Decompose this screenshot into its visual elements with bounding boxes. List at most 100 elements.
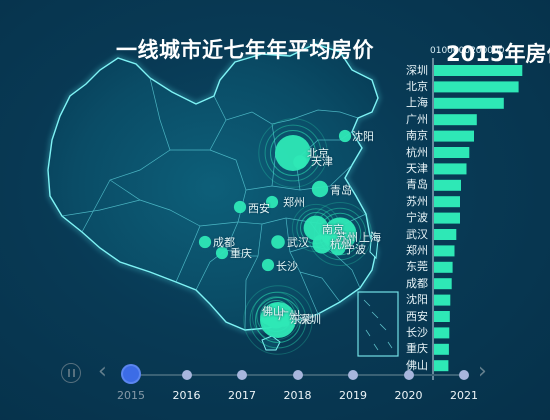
city-label-tianjin: 天津: [311, 155, 333, 168]
bar-1: [434, 81, 519, 93]
timeline-year-label[interactable]: 2016: [172, 389, 201, 402]
timeline-year-label[interactable]: 2021: [450, 389, 478, 402]
city-label-hangzhou: 杭州: [330, 238, 352, 251]
bar-13: [434, 278, 452, 290]
city-label-zhengzhou: 郑州: [283, 196, 305, 209]
bar-9: [434, 212, 460, 224]
bar-chart-title: 2015年房价: [446, 42, 550, 66]
bar-label: 宁波: [406, 211, 428, 225]
bar-label: 武汉: [406, 227, 428, 241]
ripple-ring: [255, 297, 301, 343]
city-label-shenzhen: 深圳: [299, 313, 321, 326]
city-label-shenyang: 沈阳: [352, 130, 374, 143]
city-point-shenyang[interactable]: [338, 129, 352, 143]
ripple-ring: [313, 207, 367, 261]
bar-12: [434, 261, 453, 273]
bar-label: 上海: [406, 96, 428, 110]
ripple-ring: [270, 130, 316, 176]
pause-icon-bar-left: [67, 369, 70, 377]
page-title: 一线城市近七年年平均房价: [116, 38, 374, 62]
city-point-qingdao[interactable]: [311, 180, 329, 198]
bar-label: 长沙: [406, 325, 428, 339]
bar-label: 苏州: [406, 194, 428, 208]
ripple-ring: [264, 124, 322, 182]
bar-label: 杭州: [406, 145, 428, 159]
city-label-dongguan: 东莞: [290, 313, 312, 326]
bar-6: [434, 163, 467, 175]
city-point-tianjin[interactable]: [293, 155, 307, 169]
bar-8: [434, 196, 460, 208]
city-label-changsha: 长沙: [276, 260, 298, 273]
bar-0: [434, 65, 523, 76]
ripple-ring: [308, 202, 372, 266]
city-label-beijing: 北京: [307, 147, 329, 160]
city-point-shenzhen[interactable]: [260, 302, 296, 338]
bar-4: [434, 130, 474, 142]
ripple-ring: [251, 291, 301, 341]
next-year-arrow-icon[interactable]: ›: [478, 359, 487, 384]
timeline-year-label[interactable]: 2020: [394, 389, 423, 402]
city-label-nanjing: 南京: [322, 223, 344, 236]
city-label-qingdao: 青岛: [330, 184, 352, 197]
city-label-shanghai: 上海: [359, 231, 381, 244]
bar-label: 南京: [406, 129, 428, 143]
city-label-ningbo: 宁波: [344, 243, 366, 256]
bar-label: 广州: [406, 112, 428, 126]
city-point-xian[interactable]: [233, 200, 247, 214]
timeline-dot-2021[interactable]: [459, 370, 469, 380]
bar-label: 西安: [406, 309, 428, 323]
bar-label: 重庆: [406, 342, 428, 356]
city-label-chongqing: 重庆: [230, 247, 252, 260]
timeline-dot-2017[interactable]: [237, 370, 247, 380]
bar-11: [434, 245, 455, 257]
bar-15: [434, 311, 450, 322]
bar-7: [434, 179, 461, 191]
city-label-chengdu: 成都: [213, 236, 235, 249]
bar-label: 沈阳: [406, 293, 428, 307]
bar-label: 东莞: [406, 260, 428, 274]
city-label-xian: 西安: [248, 202, 270, 215]
bar-14: [434, 294, 451, 306]
bar-5: [434, 147, 470, 158]
pause-icon-bar-right: [72, 369, 75, 377]
timeline-year-label[interactable]: 2017: [228, 389, 256, 402]
bar-2: [434, 97, 504, 109]
city-point-changsha[interactable]: [261, 258, 275, 272]
bar-10: [434, 229, 457, 240]
bar-3: [434, 114, 477, 126]
bar-label: 深圳: [406, 63, 428, 77]
timeline-dot-2019[interactable]: [348, 370, 358, 380]
ripple-ring: [243, 285, 313, 355]
city-label-wuhan: 武汉: [287, 236, 309, 249]
timeline-year-label[interactable]: 2019: [339, 389, 367, 402]
bar-label: 青岛: [406, 178, 428, 192]
bar-axis-tick-labels: 0100000200000: [430, 46, 505, 56]
city-label-suzhou: 苏州: [336, 231, 358, 244]
ripple-ring: [258, 118, 328, 188]
timeline-dot-2018[interactable]: [292, 370, 303, 380]
city-label-foshan: 佛山: [262, 305, 284, 318]
timeline-dot-2016[interactable]: [181, 370, 192, 380]
timeline-year-label[interactable]: 2018: [283, 389, 312, 402]
bar-label: 北京: [406, 79, 428, 93]
bar-18: [434, 360, 449, 372]
city-point-wuhan[interactable]: [271, 235, 285, 249]
timeline-dot-2020[interactable]: [403, 370, 414, 380]
timeline-year-label[interactable]: 2015: [117, 389, 145, 402]
city-point-hangzhou[interactable]: [312, 234, 332, 254]
bar-label: 佛山: [406, 358, 428, 372]
ripple-ring: [249, 291, 307, 349]
city-point-zhengzhou[interactable]: [265, 195, 279, 209]
bar-16: [434, 327, 450, 339]
bar-label: 郑州: [406, 243, 428, 257]
prev-year-arrow-icon[interactable]: ‹: [98, 359, 107, 384]
city-point-chongqing[interactable]: [215, 246, 229, 260]
timeline-dot-2015[interactable]: [123, 366, 139, 382]
city-point-shanghai[interactable]: [323, 217, 357, 251]
city-point-chengdu[interactable]: [198, 235, 212, 249]
city-label-guangzhou: 广州: [278, 309, 300, 322]
city-point-ningbo[interactable]: [330, 240, 346, 256]
pause-button[interactable]: [61, 363, 81, 383]
